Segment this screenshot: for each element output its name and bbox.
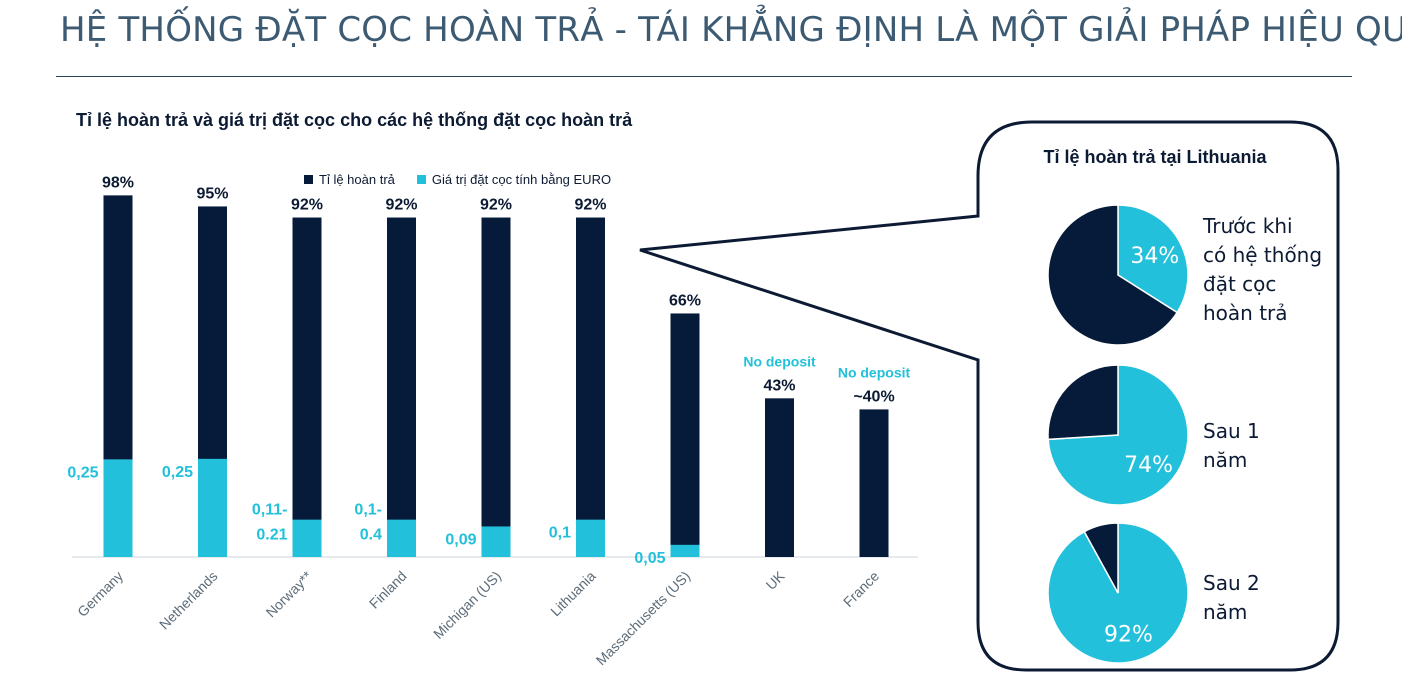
pie-description-label: Sau 1 năm	[1203, 417, 1260, 475]
deposit-value-label: 0,1	[549, 525, 571, 542]
return-rate-value-label: 92%	[574, 197, 606, 214]
bar-return-rate	[765, 398, 794, 557]
deposit-value-label: 0,09	[445, 531, 476, 548]
category-tick-label: Massachusetts (US)	[593, 568, 693, 668]
legend-item-deposit: Giá trị đặt cọc tính bằng EURO	[416, 172, 612, 187]
legend-label: Tỉ lệ hoàn trả	[319, 172, 395, 187]
category-tick-label: UK	[763, 567, 789, 593]
pie-slice-not-returned	[1047, 204, 1179, 346]
bar-return-rate	[859, 409, 889, 557]
bar-return-rate	[387, 217, 416, 557]
bar-deposit	[576, 519, 605, 557]
deposit-value-label: 0.4	[360, 527, 382, 544]
category-tick-label: Lithuania	[547, 568, 599, 620]
bar-return-rate	[292, 217, 322, 557]
bar-deposit	[103, 459, 133, 557]
bar-return-rate	[481, 217, 511, 557]
pie-slice-not-returned	[1083, 522, 1119, 594]
pie-description-line: có hệ thống	[1203, 243, 1323, 267]
deposit-value-label: 0,05	[634, 550, 665, 567]
bar-chart-title: Tỉ lệ hoàn trả và giá trị đặt cọc cho cá…	[76, 110, 633, 130]
legend-label: Giá trị đặt cọc tính bằng EURO	[431, 172, 612, 187]
deposit-value-label: 0,11-	[252, 502, 288, 519]
pie-description-label: Trước khi có hệ thống đặt cọc hoàn trả	[1203, 212, 1322, 328]
category-tick-label: Germany	[74, 568, 126, 620]
bar-deposit	[198, 458, 227, 557]
bar-deposit	[670, 544, 700, 557]
bar-deposit	[481, 526, 511, 557]
pie-slice-not-returned	[1047, 364, 1119, 441]
return-rate-value-label: 92%	[480, 197, 512, 214]
pie-description-label: Sau 2 năm	[1203, 569, 1260, 627]
chart-legend: Tỉ lệ hoàn trả Giá trị đặt cọc tính bằng…	[304, 172, 611, 187]
pie-description-line: Sau 2	[1203, 571, 1260, 595]
bar-deposit	[387, 519, 416, 557]
category-tick-label: France	[840, 568, 882, 610]
pie-description-line: Sau 1	[1203, 419, 1260, 443]
pie-description-line: đặt cọc	[1203, 272, 1277, 296]
category-tick-label: Michigan (US)	[430, 568, 504, 642]
legend-swatch-dark	[304, 175, 313, 184]
no-deposit-annotation: No deposit	[743, 353, 816, 369]
return-rate-value-label: 92%	[291, 197, 323, 214]
deposit-value-label: 0,25	[67, 464, 98, 481]
category-tick-label: Norway**	[263, 567, 316, 620]
return-rate-value-label: ~40%	[853, 388, 894, 405]
return-rate-value-label: 43%	[763, 377, 795, 394]
return-rate-value-label: 66%	[669, 292, 701, 309]
pie-value-label: 34%	[1130, 244, 1179, 269]
pie-value-label: 74%	[1124, 453, 1173, 478]
legend-swatch-cyan	[416, 175, 426, 184]
return-rate-value-label: 92%	[385, 197, 417, 214]
legend-item-return-rate: Tỉ lệ hoàn trả	[304, 172, 395, 187]
bar-deposit	[292, 519, 322, 557]
category-tick-label: Netherlands	[156, 568, 221, 633]
deposit-value-label: 0,25	[162, 464, 193, 481]
deposit-value-label: 0,1-	[354, 502, 382, 519]
no-deposit-annotation: No deposit	[838, 364, 911, 380]
pie-description-line: hoàn trả	[1203, 301, 1288, 325]
title-divider	[56, 76, 1352, 77]
pie-description-line: năm	[1203, 600, 1248, 624]
deposit-value-label: 0.21	[256, 527, 287, 544]
return-rate-value-label: 95%	[196, 185, 228, 202]
return-rate-value-label: 98%	[102, 174, 134, 191]
category-tick-label: Finland	[366, 568, 410, 612]
pie-description-line: năm	[1203, 448, 1248, 472]
pie-panel-title: Tỉ lệ hoàn trả tại Lithuania	[1043, 147, 1267, 167]
pie-description-line: Trước khi	[1203, 214, 1293, 238]
page-title: HỆ THỐNG ĐẶT CỌC HOÀN TRẢ - TÁI KHẲNG ĐỊ…	[60, 10, 1402, 50]
bar-return-rate	[670, 313, 700, 557]
bar-return-rate	[576, 217, 605, 557]
pie-value-label: 92%	[1104, 623, 1153, 648]
